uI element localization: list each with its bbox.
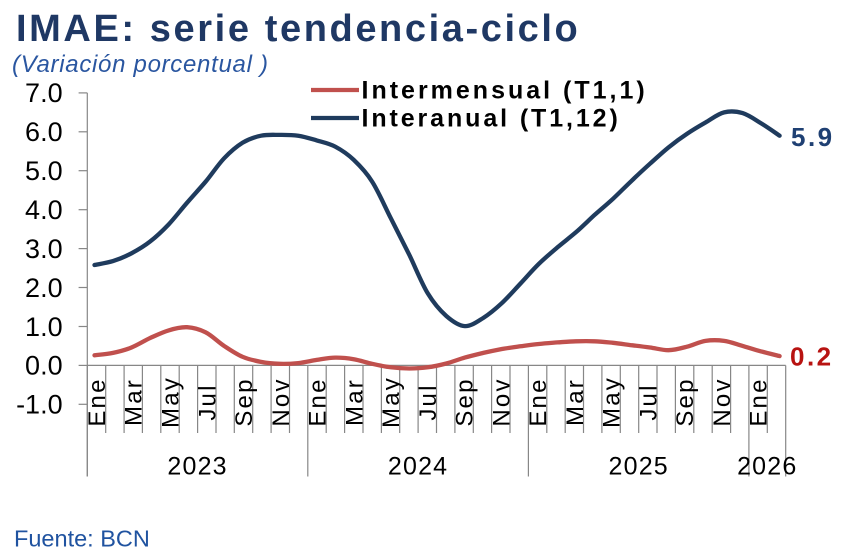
- svg-text:Ene: Ene: [525, 377, 552, 426]
- svg-text:May: May: [378, 376, 405, 428]
- svg-text:May: May: [599, 376, 626, 428]
- svg-text:3.0: 3.0: [25, 234, 63, 264]
- svg-text:Ene: Ene: [305, 377, 332, 426]
- svg-text:(Variación porcentual ): (Variación porcentual ): [12, 51, 269, 78]
- svg-text:5.0: 5.0: [25, 156, 63, 186]
- svg-text:Mar: Mar: [562, 378, 589, 426]
- svg-text:0.0: 0.0: [25, 351, 63, 381]
- svg-text:Jul: Jul: [635, 383, 662, 420]
- svg-text:2026: 2026: [737, 453, 797, 481]
- svg-text:Ene: Ene: [746, 377, 773, 426]
- svg-text:Mar: Mar: [341, 378, 368, 426]
- svg-text:4.0: 4.0: [25, 195, 63, 225]
- svg-text:Nov: Nov: [709, 377, 736, 426]
- svg-text:Jul: Jul: [194, 383, 221, 420]
- svg-text:2.0: 2.0: [25, 273, 63, 303]
- svg-text:2023: 2023: [167, 453, 227, 481]
- svg-text:Sep: Sep: [231, 377, 258, 426]
- svg-text:2025: 2025: [608, 453, 668, 481]
- svg-text:Mar: Mar: [121, 378, 148, 426]
- svg-text:1.0: 1.0: [25, 312, 63, 342]
- svg-text:Nov: Nov: [488, 377, 515, 426]
- svg-text:IMAE: serie tendencia-ciclo: IMAE: serie tendencia-ciclo: [16, 8, 580, 50]
- svg-text:Jul: Jul: [415, 383, 442, 420]
- svg-text:Interanual (T1,12): Interanual (T1,12): [362, 105, 621, 133]
- svg-text:Sep: Sep: [452, 377, 479, 426]
- svg-text:-1.0: -1.0: [16, 390, 63, 420]
- svg-text:0.2: 0.2: [790, 342, 834, 372]
- svg-text:7.0: 7.0: [25, 78, 63, 108]
- svg-text:2024: 2024: [388, 453, 448, 481]
- svg-text:May: May: [158, 376, 185, 428]
- svg-text:Nov: Nov: [268, 377, 295, 426]
- svg-text:6.0: 6.0: [25, 117, 63, 147]
- svg-text:Sep: Sep: [672, 377, 699, 426]
- svg-text:5.9: 5.9: [791, 122, 835, 152]
- svg-text:Intermensual (T1,1): Intermensual (T1,1): [362, 77, 648, 105]
- svg-text:Fuente: BCN: Fuente: BCN: [14, 526, 150, 552]
- svg-text:Ene: Ene: [84, 377, 111, 426]
